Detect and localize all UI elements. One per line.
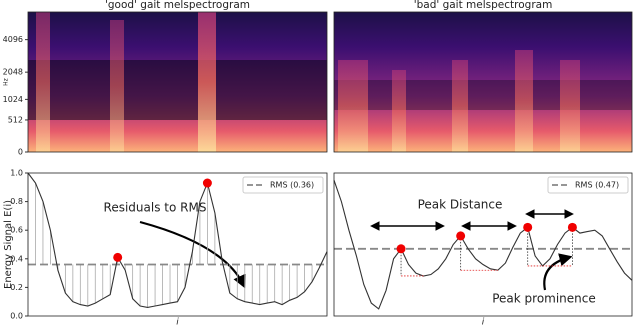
- y-axis-label: Hz: [3, 78, 10, 86]
- peak-marker: [456, 231, 466, 241]
- chart-title: 'bad' gait melspectrogram: [414, 0, 553, 11]
- y-tick-label: 0.2: [10, 283, 23, 292]
- legend-label: RMS (0.36): [270, 181, 314, 190]
- y-tick-label: 0: [18, 148, 23, 157]
- x-axis-label: i: [176, 318, 179, 326]
- energy-line: [27, 172, 328, 308]
- spectrogram-image: [28, 12, 632, 152]
- legend-box: [547, 176, 629, 194]
- peak-marker: [396, 244, 406, 254]
- plot-frame: [27, 172, 328, 317]
- annotation: Peak prominence: [492, 292, 596, 306]
- y-tick-label: 0.4: [10, 254, 23, 263]
- legend-label: RMS (0.47): [575, 181, 619, 190]
- peak-marker: [567, 222, 577, 232]
- plot-frame: [27, 11, 328, 153]
- y-tick-label: 0.0: [10, 312, 23, 321]
- x-axis-label: i: [482, 318, 485, 326]
- y-axis-label: Energy Signal E(i): [3, 200, 14, 289]
- y-tick-label: 4096: [3, 35, 23, 44]
- energy-line: [333, 180, 633, 310]
- legend-box: [242, 176, 324, 194]
- annotation: Residuals to RMS: [104, 201, 207, 215]
- annotation-arrows: [139, 209, 574, 291]
- peak-marker: [113, 252, 123, 262]
- y-tick-label: 0.6: [10, 226, 23, 235]
- y-tick-label: 512: [8, 115, 23, 124]
- chart-title: 'good' gait melspectrogram: [105, 0, 250, 11]
- y-tick-label: 1024: [3, 95, 23, 104]
- y-tick-label: 0.8: [10, 197, 23, 206]
- y-tick-label: 2048: [3, 68, 23, 77]
- peak-marker: [202, 178, 212, 188]
- plot-frame: [333, 172, 633, 317]
- annotation: Peak Distance: [418, 198, 503, 212]
- y-tick-label: 1.0: [10, 169, 23, 178]
- plot-frame: [333, 11, 633, 153]
- peak-marker: [523, 222, 533, 232]
